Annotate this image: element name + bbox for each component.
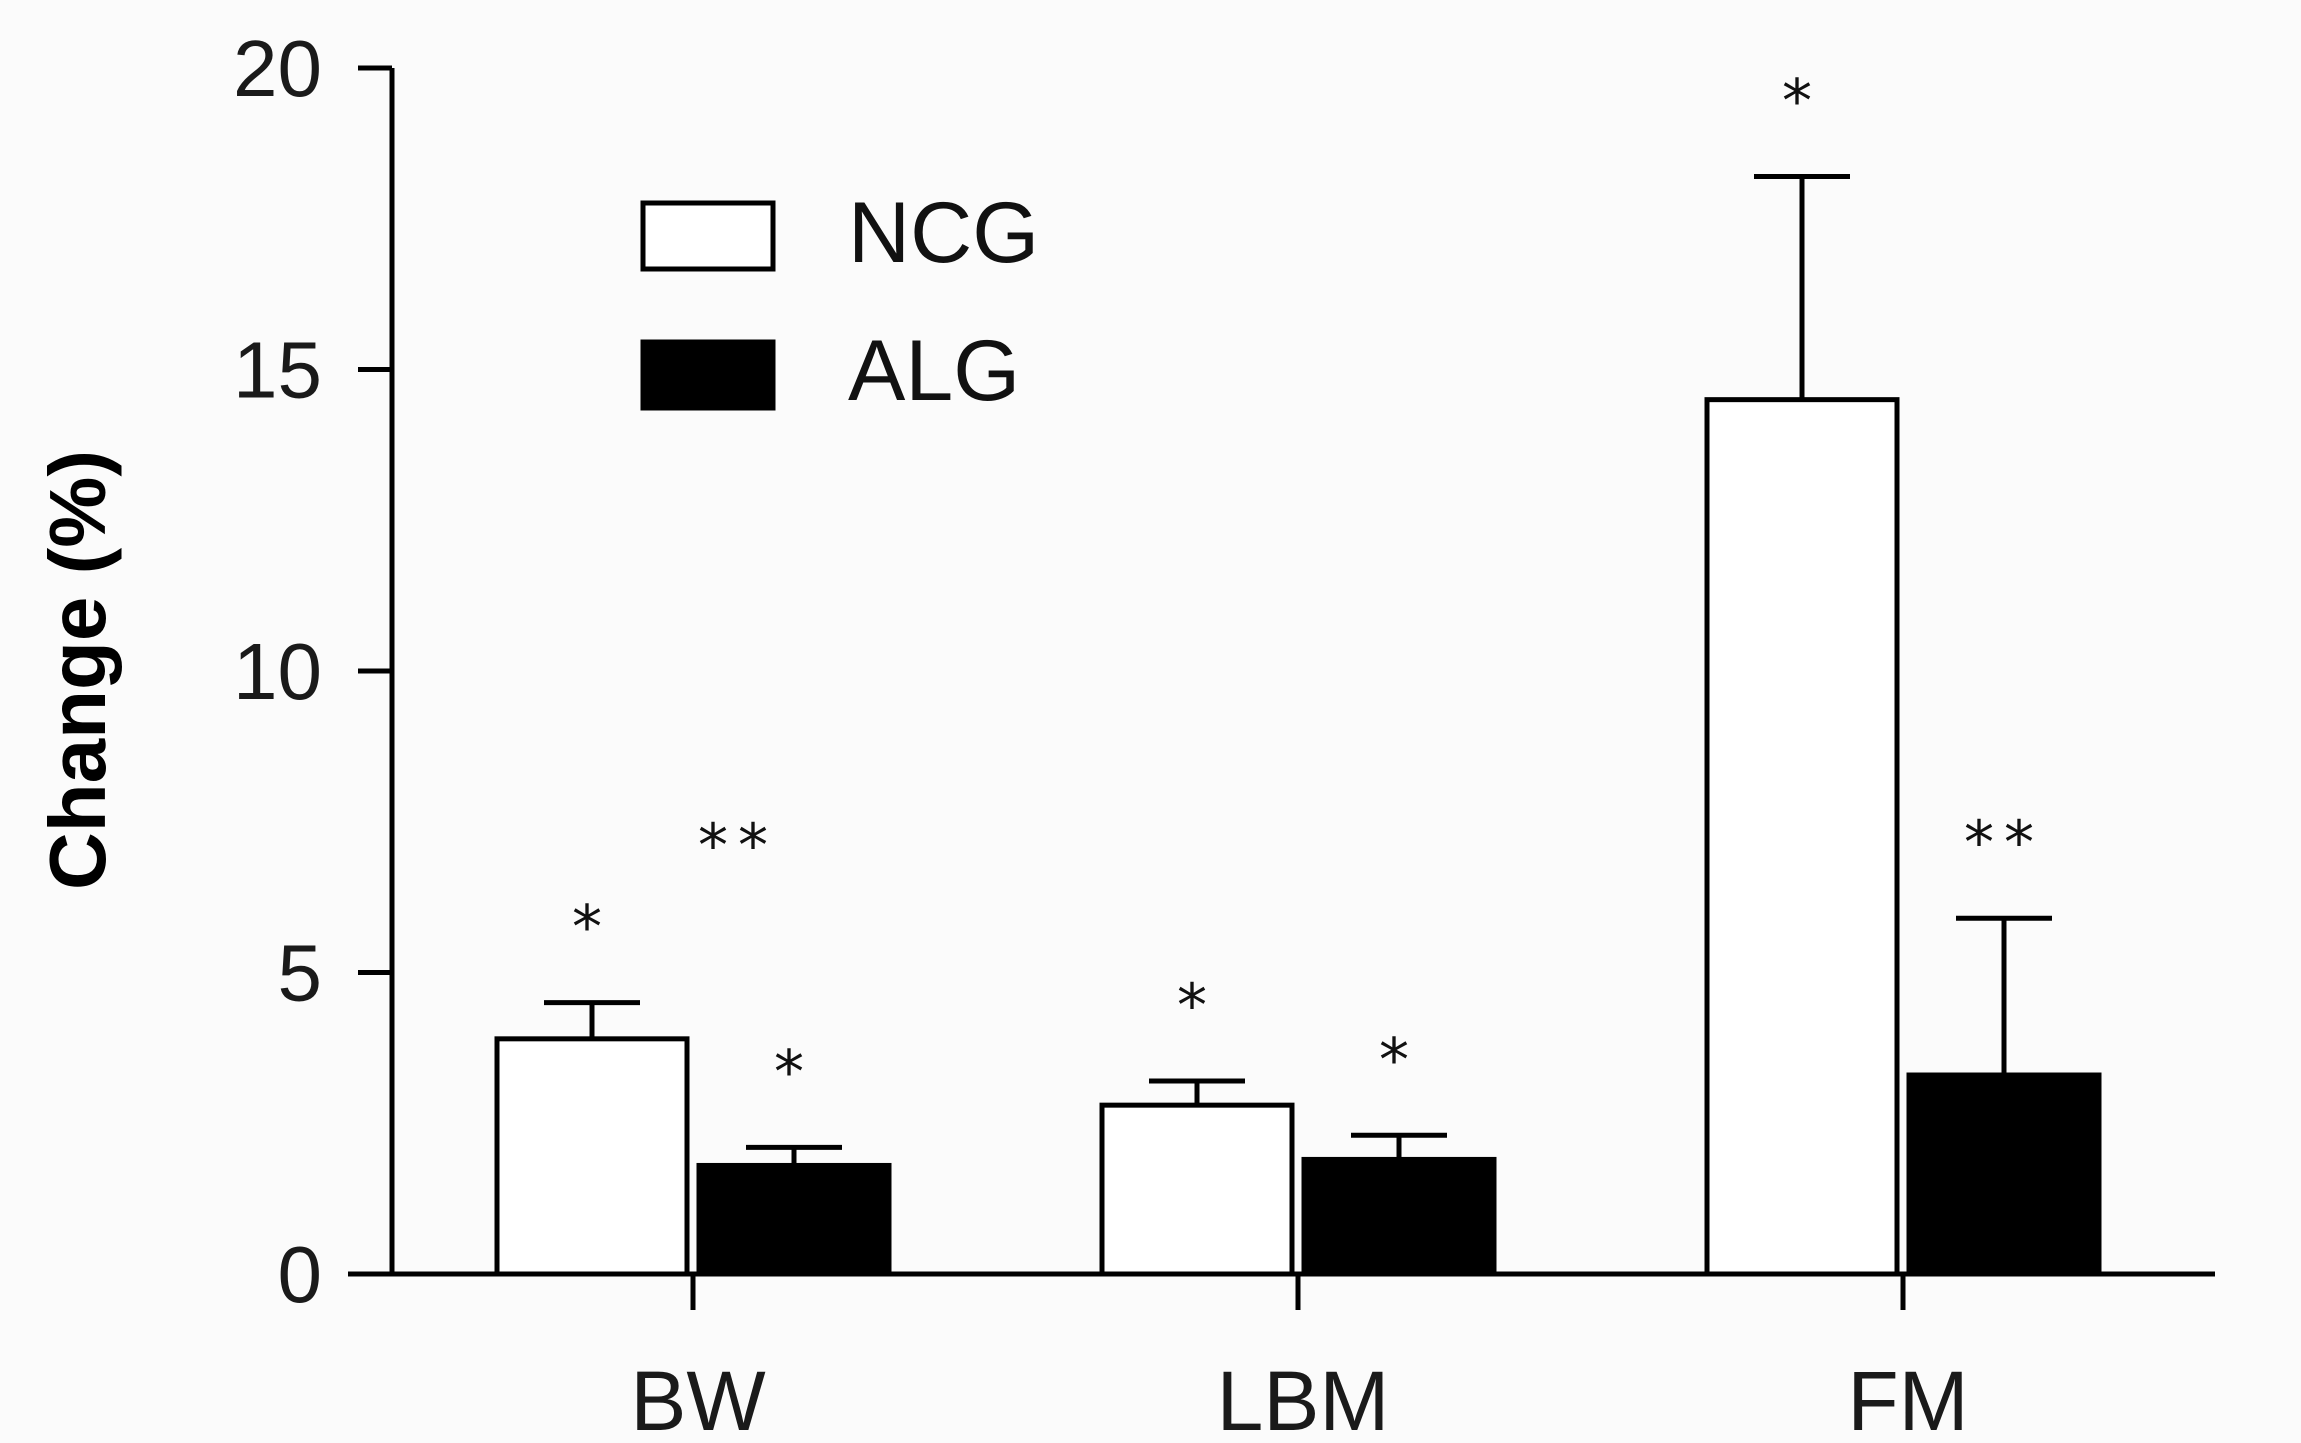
bar-ncg-bw — [494, 1036, 690, 1277]
annotation-alg-bw: * — [774, 1037, 814, 1107]
legend-swatch-alg — [640, 339, 776, 411]
y-axis-title: Change (%) — [33, 450, 122, 890]
y-tick-label-5: 5 — [278, 929, 323, 1018]
annotation-ncg-lbm: * — [1177, 971, 1217, 1041]
annotation-ncg-fm: * — [1782, 67, 1822, 137]
x-tick-label-bw: BW — [630, 1354, 765, 1443]
x-tick-label-lbm: LBM — [1217, 1354, 1390, 1443]
x-ticks: BW LBM FM — [630, 1274, 1969, 1443]
y-tick-label-15: 15 — [233, 326, 322, 415]
bars — [494, 174, 2102, 1277]
y-tick-label-10: 10 — [233, 627, 322, 716]
annotation-extra-bw-0: ** — [698, 811, 778, 881]
significance-annotations: ********* — [572, 67, 2044, 1108]
annotation-alg-fm: ** — [1964, 808, 2044, 878]
legend-label-ncg: NCG — [848, 185, 1039, 281]
y-tick-label-0: 0 — [278, 1230, 323, 1319]
annotation-alg-lbm: * — [1379, 1025, 1419, 1095]
y-ticks: 0 5 10 15 20 — [233, 24, 392, 1319]
bar-ncg-lbm — [1099, 1102, 1295, 1277]
bar-ncg-fm — [1704, 397, 1900, 1277]
legend: NCG ALG — [640, 185, 1039, 419]
legend-label-alg: ALG — [848, 323, 1020, 419]
y-tick-label-20: 20 — [233, 24, 322, 113]
bar-alg-lbm — [1301, 1156, 1497, 1277]
bar-alg-bw — [696, 1162, 892, 1277]
x-tick-label-fm: FM — [1847, 1354, 1968, 1443]
legend-swatch-ncg — [640, 200, 776, 272]
bar-alg-fm — [1906, 1072, 2102, 1277]
annotation-ncg-bw: * — [572, 893, 612, 963]
